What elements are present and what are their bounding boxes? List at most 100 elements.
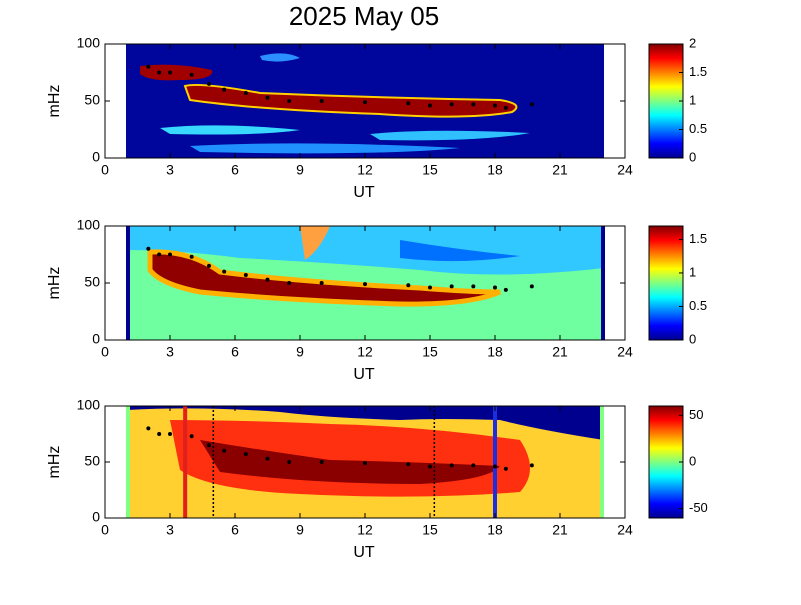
y-tick-label: 0 (92, 149, 100, 165)
trace-point (207, 263, 211, 268)
trace-point (243, 452, 248, 457)
colorbar-tick-label: 0 (689, 453, 696, 468)
trace-point (471, 102, 476, 107)
trace-point (363, 282, 367, 287)
trace-point (449, 102, 454, 107)
y-axis-label: mHz (46, 446, 63, 479)
y-tick-label: 100 (77, 397, 101, 413)
trace-point (287, 99, 292, 103)
x-tick-label: 12 (357, 162, 373, 178)
x-tick-label: 21 (552, 344, 568, 360)
trace-point (146, 64, 151, 69)
trace-point (319, 281, 324, 285)
trace-point (503, 105, 508, 110)
colorbar-tick-label: 1.5 (689, 64, 707, 79)
trace-point (168, 252, 172, 257)
trace-point (363, 461, 367, 466)
trace-point (428, 103, 432, 108)
trace-point (471, 284, 476, 289)
trace-point (471, 463, 476, 468)
trace-point (157, 70, 162, 75)
trace-point (265, 456, 270, 461)
y-tick-label: 0 (92, 331, 100, 347)
trace-point (406, 462, 411, 467)
trace-point (157, 252, 162, 257)
trace-point (406, 283, 411, 288)
trace-point (529, 102, 534, 107)
trace-point (503, 287, 508, 292)
trace-point (222, 269, 227, 274)
colorbar-tick-label: 0 (689, 331, 696, 346)
x-tick-label: 9 (296, 522, 304, 538)
y-tick-label: 0 (92, 509, 100, 525)
x-tick-label: 3 (166, 162, 174, 178)
trace-point (428, 464, 432, 469)
y-tick-label: 100 (77, 217, 101, 233)
x-tick-label: 3 (166, 344, 174, 360)
trace-point (287, 281, 292, 285)
trace-point (449, 284, 454, 289)
x-tick-label: 15 (422, 162, 438, 178)
heatmap (126, 226, 605, 340)
x-tick-label: 6 (231, 162, 239, 178)
x-axis-label: UT (353, 184, 375, 201)
x-tick-label: 0 (101, 344, 109, 360)
trace-point (529, 284, 534, 289)
y-tick-label: 50 (84, 453, 100, 469)
trace-point (428, 285, 432, 290)
trace-point (493, 464, 497, 469)
x-tick-label: 18 (487, 344, 503, 360)
trace-point (406, 101, 411, 106)
colorbar-tick-label: 1.5 (689, 231, 707, 246)
trace-point (319, 99, 324, 103)
colorbar (648, 405, 684, 519)
trace-point (207, 81, 211, 86)
x-tick-label: 21 (552, 522, 568, 538)
trace-point (529, 463, 534, 468)
colorbar-tick-label: 1 (689, 92, 696, 107)
colorbar-tick-label: 50 (689, 407, 703, 422)
x-tick-label: 24 (617, 522, 633, 538)
trace-point (189, 72, 194, 77)
trace-point (146, 426, 151, 431)
trace-point (493, 285, 497, 290)
trace-point (243, 91, 248, 96)
x-tick-label: 24 (617, 344, 633, 360)
colorbar-tick-label: 0 (689, 149, 696, 164)
trace-point (449, 463, 454, 468)
y-axis-label: mHz (46, 85, 63, 118)
x-tick-label: 9 (296, 344, 304, 360)
trace-point (363, 100, 367, 105)
trace-point (189, 254, 194, 259)
x-tick-label: 6 (231, 522, 239, 538)
x-tick-label: 12 (357, 344, 373, 360)
colorbar-tick-label: 0.5 (689, 298, 707, 313)
x-tick-label: 12 (357, 522, 373, 538)
colorbar-tick-label: 1 (689, 264, 696, 279)
colorbar-tick-label: 0.5 (689, 121, 707, 136)
trace-point (265, 95, 270, 100)
colorbar (648, 43, 684, 159)
y-tick-label: 50 (84, 274, 100, 290)
trace-point (493, 103, 497, 108)
trace-point (146, 246, 151, 251)
y-axis-label: mHz (46, 267, 63, 300)
trace-point (265, 277, 270, 282)
x-tick-label: 18 (487, 522, 503, 538)
trace-point (207, 443, 211, 448)
x-tick-label: 0 (101, 162, 109, 178)
trace-point (503, 466, 508, 471)
colorbar-tick-label: 2 (689, 35, 696, 50)
trace-point (168, 432, 172, 436)
x-tick-label: 0 (101, 522, 109, 538)
x-tick-label: 6 (231, 344, 239, 360)
trace-point (222, 448, 227, 453)
x-tick-label: 3 (166, 522, 174, 538)
x-axis-label: UT (353, 366, 375, 383)
trace-point (243, 273, 248, 278)
trace-point (222, 87, 227, 92)
y-tick-label: 100 (77, 35, 101, 51)
x-axis-label: UT (353, 544, 375, 561)
x-tick-label: 15 (422, 522, 438, 538)
